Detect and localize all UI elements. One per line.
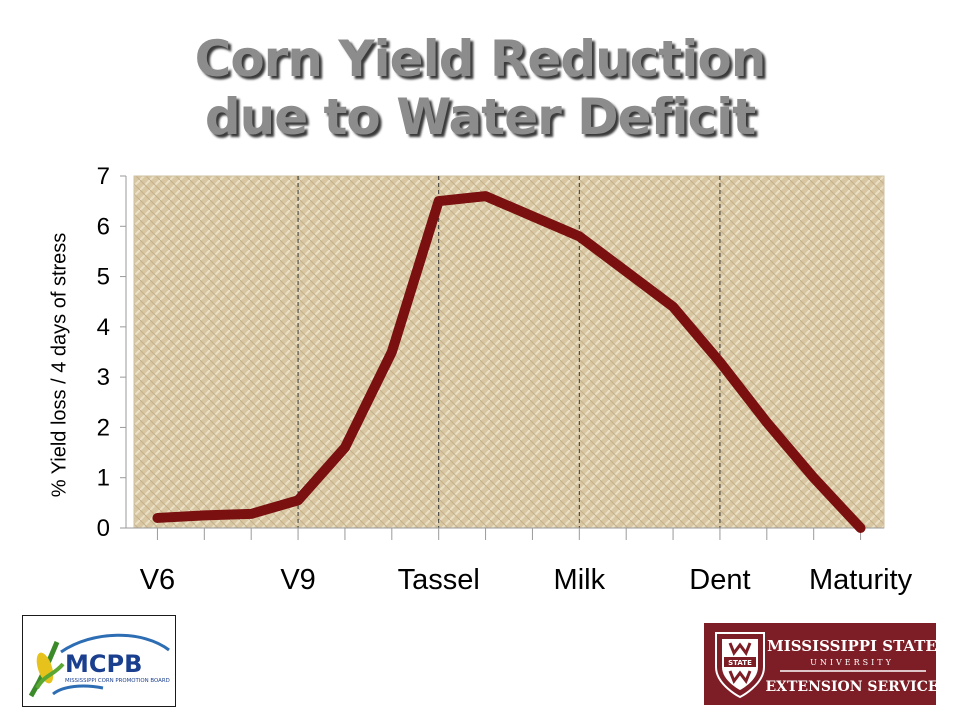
data-point-14 — [809, 473, 818, 482]
y-tick-label-7: 7 — [97, 163, 110, 190]
x-tick-label-v6: V6 — [140, 564, 175, 596]
data-point-3 — [294, 496, 303, 505]
data-point-11 — [669, 302, 678, 311]
x-tick-label-dent: Dent — [689, 564, 750, 596]
corn-icon — [28, 641, 104, 698]
y-tick-label-6: 6 — [97, 213, 110, 240]
y-axis-label: % Yield loss / 4 days of stress — [48, 232, 71, 498]
x-tick-label-v9: V9 — [280, 564, 315, 596]
mcpb-logo-subtitle: MISSISSIPPI CORN PROMOTION BOARD — [65, 678, 170, 684]
series-line — [152, 191, 866, 533]
msu-extension-logo: STATE MISSISSIPPI STATE UNIVERSITY EXTEN… — [704, 623, 939, 705]
data-point-0 — [153, 513, 162, 522]
title-line-1: Corn Yield Reduction — [194, 30, 767, 88]
data-point-12 — [715, 358, 724, 367]
x-tick-label-maturity: Maturity — [809, 564, 913, 596]
svg-text:STATE: STATE — [728, 659, 752, 667]
y-tick-label-5: 5 — [97, 264, 110, 291]
msu-logo-line3: EXTENSION SERVICE — [765, 679, 936, 695]
y-tick-label-3: 3 — [97, 364, 110, 391]
mcpb-logo-text: MCPB — [65, 650, 142, 678]
data-point-9 — [575, 232, 584, 241]
msu-shield-icon: STATE — [715, 632, 765, 699]
data-point-15 — [856, 524, 865, 532]
plot-area — [133, 175, 885, 529]
data-point-6 — [434, 197, 443, 206]
y-tick-label-0: 0 — [97, 515, 110, 542]
data-point-7 — [481, 192, 490, 201]
data-point-4 — [340, 443, 349, 452]
mcpb-logo: MCPB MISSISSIPPI CORN PROMOTION BOARD — [22, 615, 176, 707]
title-line-2: due to Water Deficit — [204, 88, 756, 146]
data-point-10 — [622, 267, 631, 276]
page-title: Corn Yield Reduction due to Water Defici… — [0, 30, 960, 146]
data-point-2 — [247, 509, 256, 518]
data-point-1 — [200, 511, 209, 520]
y-tick-label-2: 2 — [97, 414, 110, 441]
data-point-13 — [762, 418, 771, 427]
data-point-5 — [387, 348, 396, 356]
msu-logo-line2: UNIVERSITY — [810, 658, 894, 667]
y-tick-label-1: 1 — [97, 465, 110, 492]
y-tick-label-4: 4 — [97, 314, 110, 341]
x-tick-label-tassel: Tassel — [398, 564, 480, 596]
data-point-8 — [528, 212, 537, 221]
x-tick-label-milk: Milk — [554, 564, 606, 596]
msu-logo-line1: MISSISSIPPI STATE — [767, 637, 936, 655]
